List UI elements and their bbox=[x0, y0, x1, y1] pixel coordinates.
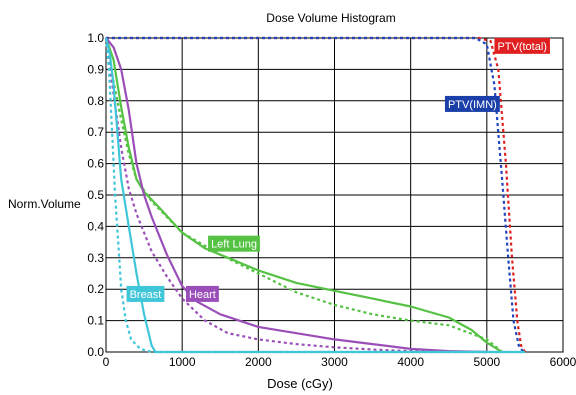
series-label-box bbox=[208, 235, 260, 252]
label-ptv-imn: PTV(IMN) bbox=[444, 95, 500, 112]
series-line-left-lung-dotted bbox=[104, 37, 503, 353]
y-tick-label: 0.4 bbox=[87, 219, 104, 233]
label-ptv-total: PTV(total) bbox=[494, 37, 550, 54]
series-labels: PTV(total) PTV(IMN) Left Lung Heart Breast bbox=[126, 37, 550, 302]
y-tick-label: 1.0 bbox=[87, 31, 104, 45]
series-label-text: Heart bbox=[189, 289, 216, 301]
label-breast: Breast bbox=[126, 285, 165, 302]
label-heart: Heart bbox=[185, 285, 219, 302]
y-tick-label: 0.7 bbox=[87, 125, 104, 139]
series-label-box bbox=[494, 37, 550, 54]
x-tick-label: 4000 bbox=[397, 355, 424, 369]
label-left-lung: Left Lung bbox=[208, 235, 260, 252]
x-tick-label: 6000 bbox=[550, 355, 576, 369]
series-label-box bbox=[444, 95, 500, 112]
y-axis-label: Norm.Volume bbox=[8, 197, 81, 211]
y-tick-label: 0.1 bbox=[87, 314, 104, 328]
grid bbox=[105, 37, 564, 353]
series-label-text: Left Lung bbox=[211, 239, 257, 251]
y-tick-label: 0.0 bbox=[87, 345, 104, 359]
series-label-text: PTV(total) bbox=[497, 41, 547, 53]
x-axis-label: Dose (cGy) bbox=[267, 376, 333, 391]
series-label-text: Breast bbox=[130, 289, 162, 301]
series-lines bbox=[104, 36, 526, 354]
x-tick-label: 0 bbox=[103, 355, 110, 369]
x-tick-label: 1000 bbox=[169, 355, 196, 369]
y-tick-label: 0.6 bbox=[87, 157, 104, 171]
chart-title: Dose Volume Histogram bbox=[266, 11, 395, 25]
series-line-breast-dotted bbox=[104, 37, 525, 354]
series-label-box bbox=[185, 285, 219, 302]
y-tick-label: 0.8 bbox=[87, 94, 104, 108]
y-tick-label: 0.2 bbox=[87, 282, 104, 296]
series-label-box bbox=[126, 285, 165, 302]
series-line-breast bbox=[104, 37, 525, 354]
series-line-heart-dotted bbox=[104, 37, 487, 354]
y-tick-label: 0.9 bbox=[87, 62, 104, 76]
x-tick-label: 5000 bbox=[473, 355, 500, 369]
x-tick-label: 3000 bbox=[321, 355, 348, 369]
y-tick-label: 0.5 bbox=[87, 188, 104, 202]
axis-ticks: 0 1000 2000 3000 4000 5000 6000 0.0 0.1 0.2 0.3 0.4… bbox=[87, 31, 576, 369]
series-label-text: PTV(IMN) bbox=[448, 99, 497, 111]
series-line-left-lung bbox=[104, 37, 503, 353]
y-tick-label: 0.3 bbox=[87, 251, 104, 265]
x-tick-label: 2000 bbox=[245, 355, 272, 369]
series-line-ptv-imn bbox=[106, 36, 525, 353]
